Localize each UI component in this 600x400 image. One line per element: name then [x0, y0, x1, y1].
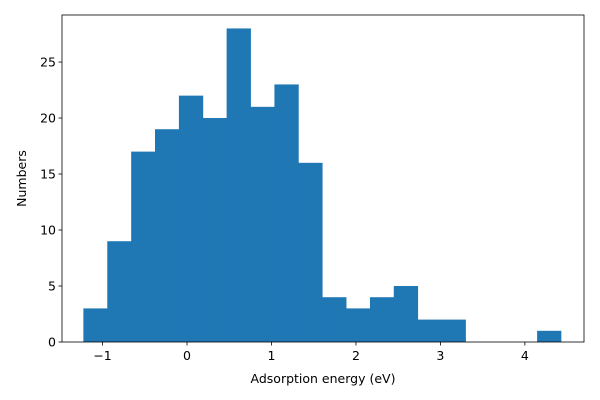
x-axis-label: Adsorption energy (eV) — [251, 371, 396, 386]
histogram-bar — [441, 319, 466, 342]
histogram-bar — [346, 308, 371, 342]
histogram-bar — [417, 319, 442, 342]
histogram-bar — [537, 330, 562, 342]
x-tick-label: 3 — [436, 348, 444, 363]
histogram-bar — [226, 28, 251, 342]
y-tick-label: 20 — [40, 111, 56, 126]
histogram-bar — [178, 95, 204, 342]
y-tick-label: 25 — [40, 55, 56, 70]
y-tick-label: 0 — [48, 335, 56, 350]
histogram-bar — [322, 297, 347, 342]
x-tick-label: 1 — [267, 348, 275, 363]
x-tick-label: 4 — [521, 348, 529, 363]
histogram-bar — [131, 151, 156, 342]
x-axis-ticks: −1 0 1 2 3 4 — [93, 342, 529, 363]
y-tick-label: 15 — [40, 167, 56, 182]
bars-group — [83, 28, 562, 343]
histogram-bar — [155, 129, 180, 342]
histogram-bar — [369, 297, 395, 342]
histogram-bar — [107, 241, 132, 342]
histogram-bar — [250, 106, 275, 342]
plot-frame — [61, 14, 585, 343]
histogram-bar — [202, 118, 228, 342]
x-tick-label: 0 — [183, 348, 191, 363]
x-tick-label: 2 — [352, 348, 360, 363]
histogram-bar — [298, 162, 323, 342]
y-tick-label: 10 — [40, 223, 56, 238]
y-axis-label: Numbers — [14, 150, 29, 207]
histogram-bar — [83, 308, 108, 342]
y-axis-ticks: 0 5 10 15 20 25 — [40, 55, 62, 350]
x-tick-label: −1 — [93, 348, 111, 363]
histogram-bar — [274, 84, 299, 343]
histogram-bar — [393, 286, 419, 342]
y-tick-label: 5 — [48, 279, 56, 294]
